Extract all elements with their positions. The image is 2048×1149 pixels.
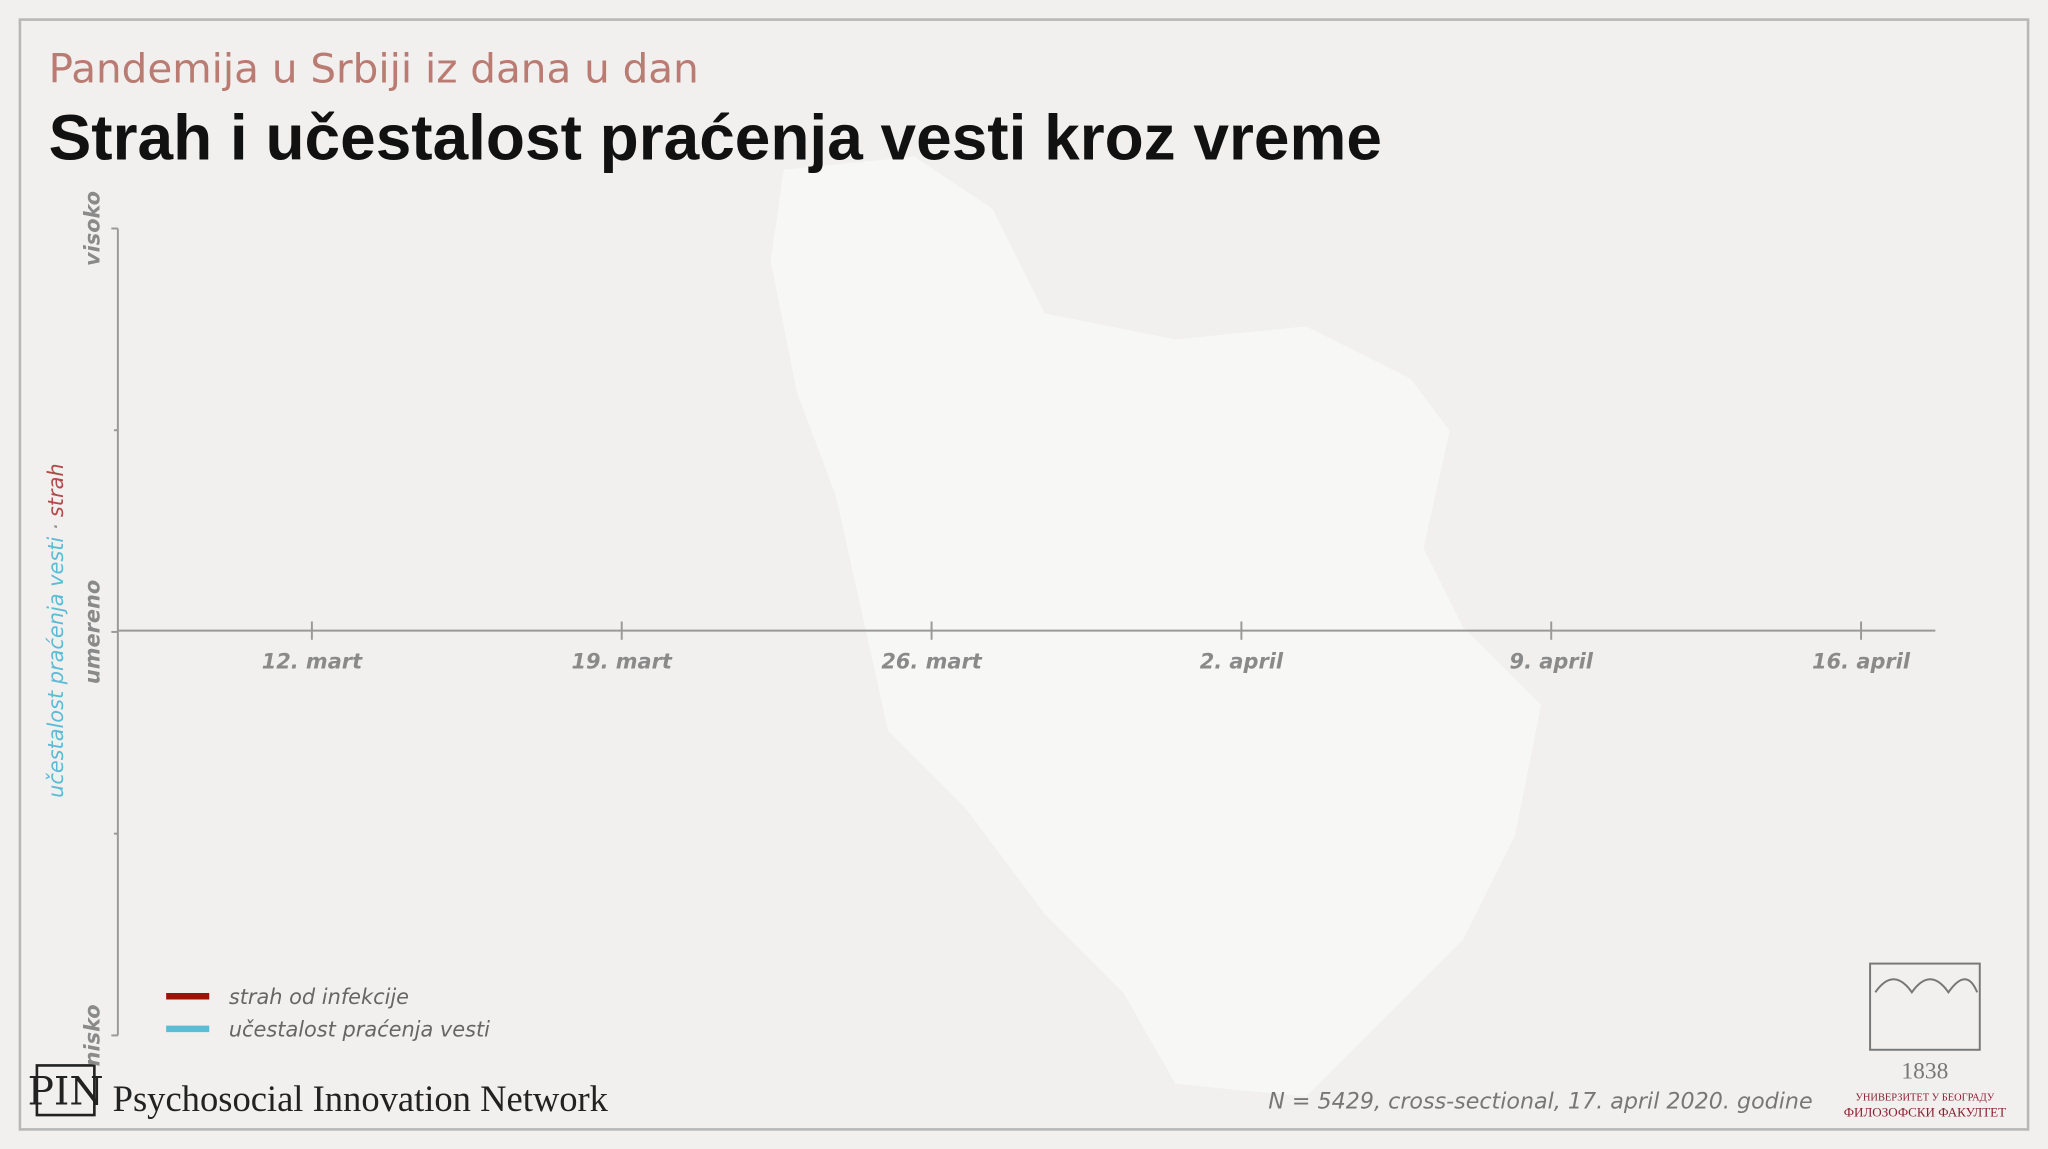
frame — [18, 18, 2030, 1131]
x-tick-label: 9. april — [1510, 650, 1594, 674]
university-logo — [1869, 962, 1981, 1051]
university-arches — [1874, 978, 1979, 995]
university-line2: ФИЛОЗОФСКИ ФАКУЛТЕТ — [1844, 1104, 2006, 1119]
note: N = 5429, cross-sectional, 17. april 202… — [1268, 1089, 1812, 1115]
brand-logo: PIN — [28, 1070, 104, 1115]
chart-title: Strah i učestalost praćenja vesti kroz v… — [49, 101, 1382, 173]
x-tick-label: 19. mart — [572, 650, 673, 674]
brand: PIN Psychosocial Innovation Network — [28, 1064, 609, 1119]
university-line1: УНИВЕРЗИТЕТ У БЕОГРАДУ — [1856, 1093, 1995, 1104]
y-label-part: · — [44, 524, 68, 531]
subtitle: Pandemija u Srbiji iz dana u dan — [49, 44, 699, 92]
y-tick-label: umereno — [81, 580, 105, 684]
brand-logo-box — [35, 1064, 96, 1117]
y-axis-label: učestalost praćenja vesti · strah — [44, 463, 68, 798]
y-tick-label: visoko — [81, 191, 105, 266]
map-shape — [770, 156, 1542, 1097]
x-tick-label: 16. april — [1812, 650, 1911, 674]
legend-label: strah od infekcije — [229, 985, 409, 1009]
y-tick-label: nisko — [81, 1004, 105, 1066]
y-label-part: strah — [44, 463, 68, 517]
legend: strah od infekcije učestalost praćenja ve… — [166, 985, 490, 1042]
university: 1838 УНИВЕРЗИТЕТ У БЕОГРАДУ ФИЛОЗОФСКИ Ф… — [1844, 962, 2006, 1119]
x-tick-label: 12. mart — [262, 650, 363, 674]
university-year: 1838 — [1901, 1058, 1948, 1084]
x-tick-label: 2. april — [1200, 650, 1284, 674]
y-label-part: učestalost praćenja vesti — [44, 537, 68, 798]
legend-label: učestalost praćenja vesti — [229, 1018, 490, 1042]
brand-name: Psychosocial Innovation Network — [113, 1078, 609, 1119]
x-tick-label: 26. mart — [881, 650, 982, 674]
